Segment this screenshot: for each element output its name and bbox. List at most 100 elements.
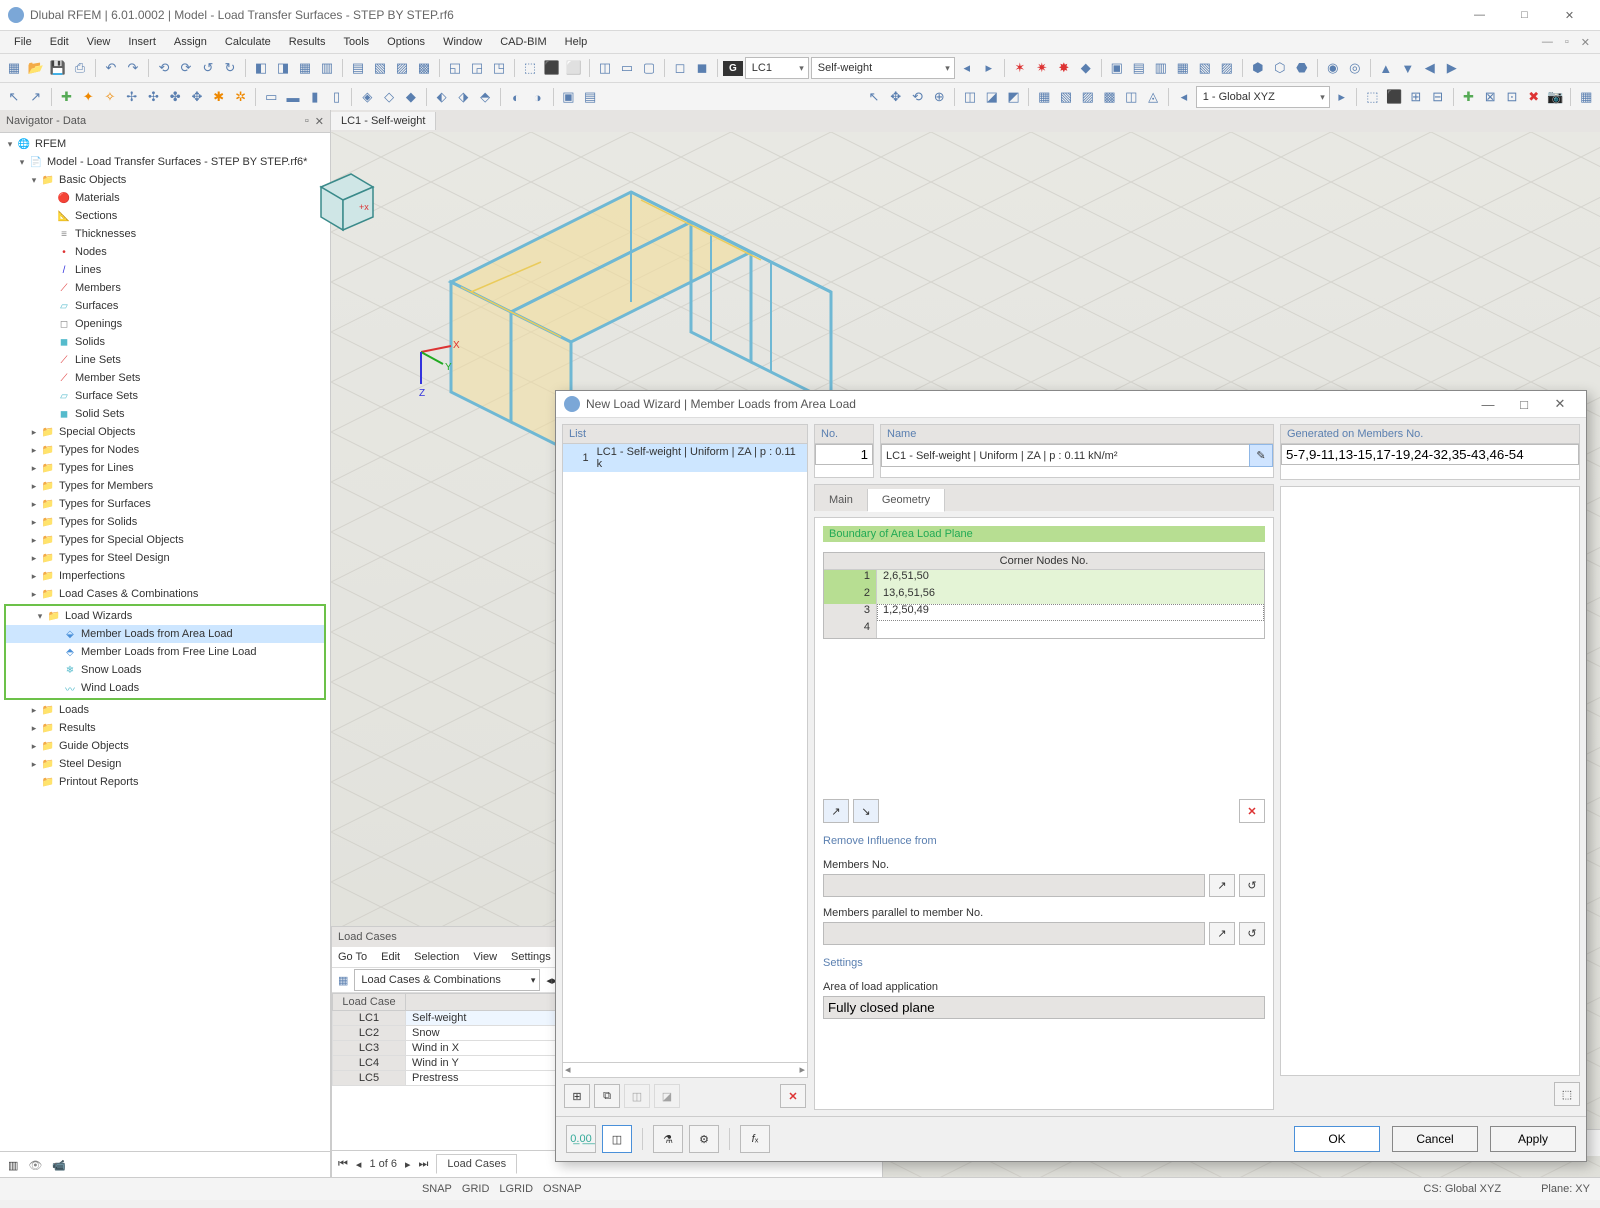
tree-solid-sets[interactable]: ◼Solid Sets — [0, 405, 330, 423]
tb-b-icon[interactable]: ⟳ — [176, 58, 196, 78]
nav-foot2-icon[interactable]: 👁 — [28, 1159, 42, 1172]
tb2-p-icon[interactable]: ◈ — [357, 87, 377, 107]
tree-wizard-line[interactable]: ⬘Member Loads from Free Line Load — [6, 643, 324, 661]
nav-close-icon[interactable]: ✕ — [315, 115, 324, 128]
list-new-icon[interactable]: ⊞ — [564, 1084, 590, 1108]
tree-solids[interactable]: ◼Solids — [0, 333, 330, 351]
tb2-j-icon[interactable]: ✱ — [209, 87, 229, 107]
tb2-c-icon[interactable]: ✚ — [57, 87, 77, 107]
tree-imperfections[interactable]: ▸📁Imperfections — [0, 567, 330, 585]
menu-tools[interactable]: Tools — [335, 34, 377, 50]
tb-undo-icon[interactable]: ↶ — [101, 58, 121, 78]
corner-b1-icon[interactable]: ↗ — [823, 799, 849, 823]
tb-saveas-icon[interactable]: ⎙ — [70, 58, 90, 78]
ok-button[interactable]: OK — [1294, 1126, 1380, 1152]
tb2-l-icon[interactable]: ▭ — [261, 87, 281, 107]
list-b3-icon[interactable]: ◫ — [624, 1084, 650, 1108]
foot-b4-icon[interactable]: ⚙ — [689, 1125, 719, 1153]
tb-h-icon[interactable]: ▥ — [317, 58, 337, 78]
members-par-reset-icon[interactable]: ↺ — [1239, 922, 1265, 945]
tree-model[interactable]: ▾📄Model - Load Transfer Surfaces - STEP … — [0, 153, 330, 171]
status-snap[interactable]: SNAP — [422, 1183, 452, 1195]
list-delete-icon[interactable]: ✕ — [780, 1084, 806, 1108]
pg-next-icon[interactable]: ▸ — [405, 1158, 411, 1171]
lc-menu-view[interactable]: View — [473, 951, 497, 963]
tree-surfaces[interactable]: ▱Surfaces — [0, 297, 330, 315]
pg-tab-loadcases[interactable]: Load Cases — [436, 1154, 517, 1174]
lc-tb-icon[interactable]: ▦ — [338, 974, 348, 987]
list-scroll-left-icon[interactable]: ◂ — [565, 1063, 571, 1077]
nav-pin-icon[interactable]: ▫ — [305, 115, 309, 128]
tree-wizard-area[interactable]: ⬙Member Loads from Area Load — [6, 625, 324, 643]
tree-printout-reports[interactable]: 📁Printout Reports — [0, 773, 330, 791]
tb-i-icon[interactable]: ▤ — [348, 58, 368, 78]
status-lgrid[interactable]: LGRID — [499, 1183, 533, 1195]
members-no-pick-icon[interactable]: ↗ — [1209, 874, 1235, 897]
cancel-button[interactable]: Cancel — [1392, 1126, 1478, 1152]
lc-menu-goto[interactable]: Go To — [338, 951, 367, 963]
dlg-max-icon[interactable]: □ — [1506, 397, 1542, 412]
corner-b2-icon[interactable]: ↘ — [853, 799, 879, 823]
pg-prev-icon[interactable]: ◂ — [356, 1158, 362, 1171]
tree-lines[interactable]: /Lines — [0, 261, 330, 279]
tree-types-for-nodes[interactable]: ▸📁Types for Nodes — [0, 441, 330, 459]
corner-row-3[interactable]: 31,2,50,49 — [824, 604, 1264, 621]
tb2-k-icon[interactable]: ✲ — [231, 87, 251, 107]
menu-file[interactable]: File — [6, 34, 40, 50]
foot-fx-icon[interactable]: fₓ — [740, 1125, 770, 1153]
tree-guide-objects[interactable]: ▸📁Guide Objects — [0, 737, 330, 755]
tb2-e-icon[interactable]: ✧ — [100, 87, 120, 107]
tb-open-icon[interactable]: 📂 — [26, 58, 46, 78]
preview-btn-icon[interactable]: ⬚ — [1554, 1082, 1580, 1106]
tree-materials[interactable]: 🔴Materials — [0, 189, 330, 207]
members-par-pick-icon[interactable]: ↗ — [1209, 922, 1235, 945]
nav-foot3-icon[interactable]: 📹 — [52, 1159, 66, 1172]
tb-a-icon[interactable]: ⟲ — [154, 58, 174, 78]
tree-types-for-surfaces[interactable]: ▸📁Types for Surfaces — [0, 495, 330, 513]
tree-basic[interactable]: ▾📁Basic Objects — [0, 171, 330, 189]
tree-steel-design[interactable]: ▸📁Steel Design — [0, 755, 330, 773]
foot-b2-icon[interactable]: ◫ — [602, 1125, 632, 1153]
tree-wizards[interactable]: ▾📁Load Wizards — [6, 607, 324, 625]
corner-del-icon[interactable]: ✕ — [1239, 799, 1265, 823]
tb2-a-icon[interactable]: ↖ — [4, 87, 24, 107]
tree-root[interactable]: ▾🌐RFEM — [0, 135, 330, 153]
pg-first-icon[interactable]: ⏮ — [338, 1158, 348, 1171]
gen-input[interactable] — [1281, 444, 1579, 465]
dlg-close-icon[interactable]: ✕ — [1542, 396, 1578, 412]
lc-menu-edit[interactable]: Edit — [381, 951, 400, 963]
tree-special-objects[interactable]: ▸📁Special Objects — [0, 423, 330, 441]
tree-thicknesses[interactable]: ≡Thicknesses — [0, 225, 330, 243]
tree-member-sets[interactable]: ⟋Member Sets — [0, 369, 330, 387]
corner-row-4[interactable]: 4 — [824, 621, 1264, 638]
members-no-reset-icon[interactable]: ↺ — [1239, 874, 1265, 897]
status-grid[interactable]: GRID — [462, 1183, 490, 1195]
name-edit-icon[interactable]: ✎ — [1249, 444, 1273, 467]
tree-types-for-solids[interactable]: ▸📁Types for Solids — [0, 513, 330, 531]
tree-results[interactable]: ▸📁Results — [0, 719, 330, 737]
tree-loads[interactable]: ▸📁Loads — [0, 701, 330, 719]
tree-line-sets[interactable]: ⟋Line Sets — [0, 351, 330, 369]
tree-wizard-wind[interactable]: 〰Wind Loads — [6, 679, 324, 697]
tb2-i-icon[interactable]: ✥ — [187, 87, 207, 107]
tb-f-icon[interactable]: ◨ — [273, 58, 293, 78]
tree-nodes[interactable]: •Nodes — [0, 243, 330, 261]
tb-save-icon[interactable]: 💾 — [48, 58, 68, 78]
tree-members[interactable]: ⟋Members — [0, 279, 330, 297]
tb2-d-icon[interactable]: ✦ — [78, 87, 98, 107]
list-scroll-right-icon[interactable]: ▸ — [799, 1063, 805, 1077]
menu-results[interactable]: Results — [281, 34, 334, 50]
tb2-n-icon[interactable]: ▮ — [305, 87, 325, 107]
tb-redo-icon[interactable]: ↷ — [123, 58, 143, 78]
tb-g-icon[interactable]: ▦ — [295, 58, 315, 78]
area-input[interactable] — [823, 996, 1265, 1019]
tb2-b-icon[interactable]: ↗ — [26, 87, 46, 107]
tree-types-for-lines[interactable]: ▸📁Types for Lines — [0, 459, 330, 477]
lc-menu-set[interactable]: Settings — [511, 951, 551, 963]
foot-b3-icon[interactable]: ⚗ — [653, 1125, 683, 1153]
lc-combo[interactable]: Load Cases & Combinations — [354, 969, 540, 991]
menu-assign[interactable]: Assign — [166, 34, 215, 50]
menu-calculate[interactable]: Calculate — [217, 34, 279, 50]
tree-openings[interactable]: ◻Openings — [0, 315, 330, 333]
corner-row-2[interactable]: 213,6,51,56 — [824, 587, 1264, 604]
